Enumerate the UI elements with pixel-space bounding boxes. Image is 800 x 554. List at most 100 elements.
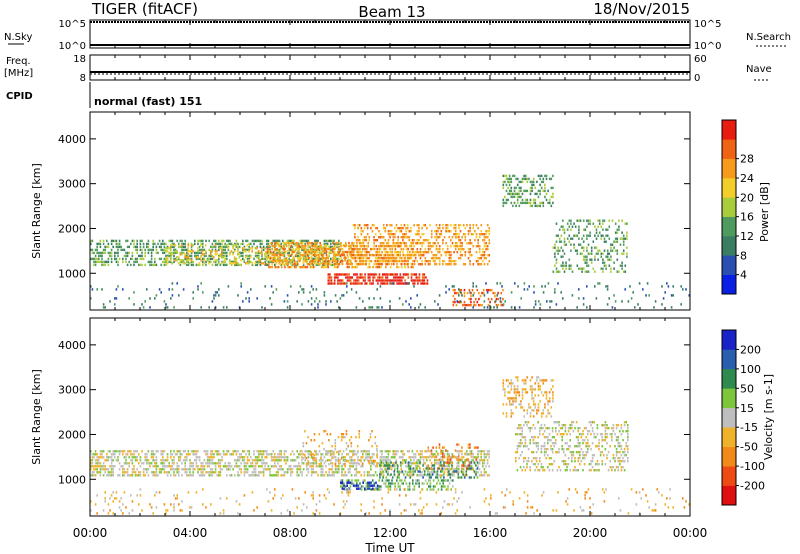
heatmap-cell (541, 285, 543, 288)
heatmap-cell (195, 257, 198, 261)
heatmap-cell (408, 239, 411, 242)
heatmap-cell (256, 260, 258, 264)
heatmap-cell (563, 243, 566, 246)
heatmap-cell (450, 263, 452, 266)
heatmap-cell (187, 242, 190, 246)
heatmap-cell (531, 189, 533, 193)
heatmap-cell (170, 254, 172, 258)
heatmap-cell (257, 259, 260, 262)
heatmap-cell (93, 260, 95, 264)
heatmap-cell (515, 397, 517, 400)
heatmap-cell (309, 253, 311, 256)
heatmap-cell (297, 250, 299, 254)
heatmap-cell (325, 453, 327, 456)
heatmap-cell (410, 474, 412, 477)
heatmap-cell (459, 257, 462, 260)
heatmap-cell (401, 470, 404, 473)
heatmap-cell (309, 263, 311, 267)
heatmap-cell (452, 485, 454, 488)
heatmap-cell (102, 260, 105, 264)
heatmap-cell (373, 276, 376, 279)
heatmap-cell (386, 273, 389, 276)
heatmap-cell (449, 476, 452, 479)
heatmap-cell (515, 186, 517, 190)
heatmap-cell (282, 251, 284, 255)
heatmap-cell (338, 262, 341, 266)
heatmap-cell (150, 257, 153, 261)
heatmap-cell (356, 445, 359, 448)
heatmap-cell (523, 460, 525, 463)
heatmap-cell (584, 258, 587, 261)
heatmap-cell (376, 474, 378, 477)
heatmap-cell (122, 453, 124, 456)
heatmap-cell (309, 247, 312, 251)
heatmap-cell (470, 461, 472, 464)
heatmap-cell (534, 300, 537, 303)
heatmap-cell (214, 471, 217, 474)
heatmap-cell (510, 415, 513, 418)
heatmap-cell (91, 462, 94, 465)
heatmap-cell (510, 177, 513, 181)
heatmap-cell (243, 247, 245, 250)
heatmap-cell (334, 257, 337, 261)
heatmap-cell (533, 306, 535, 309)
heatmap-cell (486, 230, 489, 233)
heatmap-cell (173, 459, 175, 462)
heatmap-cell (110, 471, 113, 474)
heatmap-cell (331, 263, 334, 267)
heatmap-cell (621, 264, 623, 267)
heatmap-cell (386, 253, 389, 257)
heatmap-cell (152, 450, 154, 453)
heatmap-cell (451, 455, 454, 458)
heatmap-cell (125, 254, 127, 258)
heatmap-cell (371, 474, 374, 477)
heatmap-cell (434, 485, 436, 488)
heatmap-cell (279, 244, 281, 248)
heatmap-cell (537, 204, 540, 208)
heatmap-cell (356, 265, 358, 269)
heatmap-cell (186, 468, 188, 471)
heatmap-cell (322, 471, 324, 474)
heatmap-cell (294, 263, 297, 267)
heatmap-cell (416, 242, 419, 245)
heatmap-cell (90, 459, 92, 462)
heatmap-cell (254, 251, 257, 255)
heatmap-cell (357, 487, 360, 490)
heatmap-cell (576, 264, 579, 267)
heatmap-cell (381, 257, 383, 260)
heatmap-cell (302, 263, 305, 267)
heatmap-cell (359, 282, 362, 285)
heatmap-cell (261, 462, 263, 465)
heatmap-cell (224, 251, 226, 255)
heatmap-cell (520, 195, 522, 199)
heatmap-cell (523, 282, 526, 285)
heatmap-cell (271, 241, 273, 245)
heatmap-cell (544, 406, 546, 409)
heatmap-cell (456, 458, 458, 461)
heatmap-cell (387, 453, 390, 456)
heatmap-cell (410, 254, 412, 257)
heatmap-cell (274, 259, 277, 263)
heatmap-cell (154, 257, 156, 261)
heatmap-cell (385, 464, 388, 467)
heatmap-cell (370, 273, 373, 276)
heatmap-cell (165, 259, 167, 262)
heatmap-cell (128, 297, 130, 300)
heatmap-cell (123, 471, 126, 474)
heatmap-cell (320, 465, 322, 468)
heatmap-cell (187, 253, 189, 256)
heatmap-cell (540, 415, 543, 418)
heatmap-cell (434, 459, 436, 462)
heatmap-cell (248, 453, 250, 456)
heatmap-cell (520, 403, 522, 406)
heatmap-cell (378, 247, 381, 251)
heatmap-cell (99, 465, 102, 468)
heatmap-cell (245, 239, 247, 243)
heatmap-cell (371, 453, 374, 456)
heatmap-cell (232, 245, 234, 249)
heatmap-cell (465, 467, 468, 470)
heatmap-cell (192, 263, 194, 267)
heatmap-cell (397, 265, 400, 269)
heatmap-cell (376, 251, 379, 254)
heatmap-cell (376, 450, 378, 453)
